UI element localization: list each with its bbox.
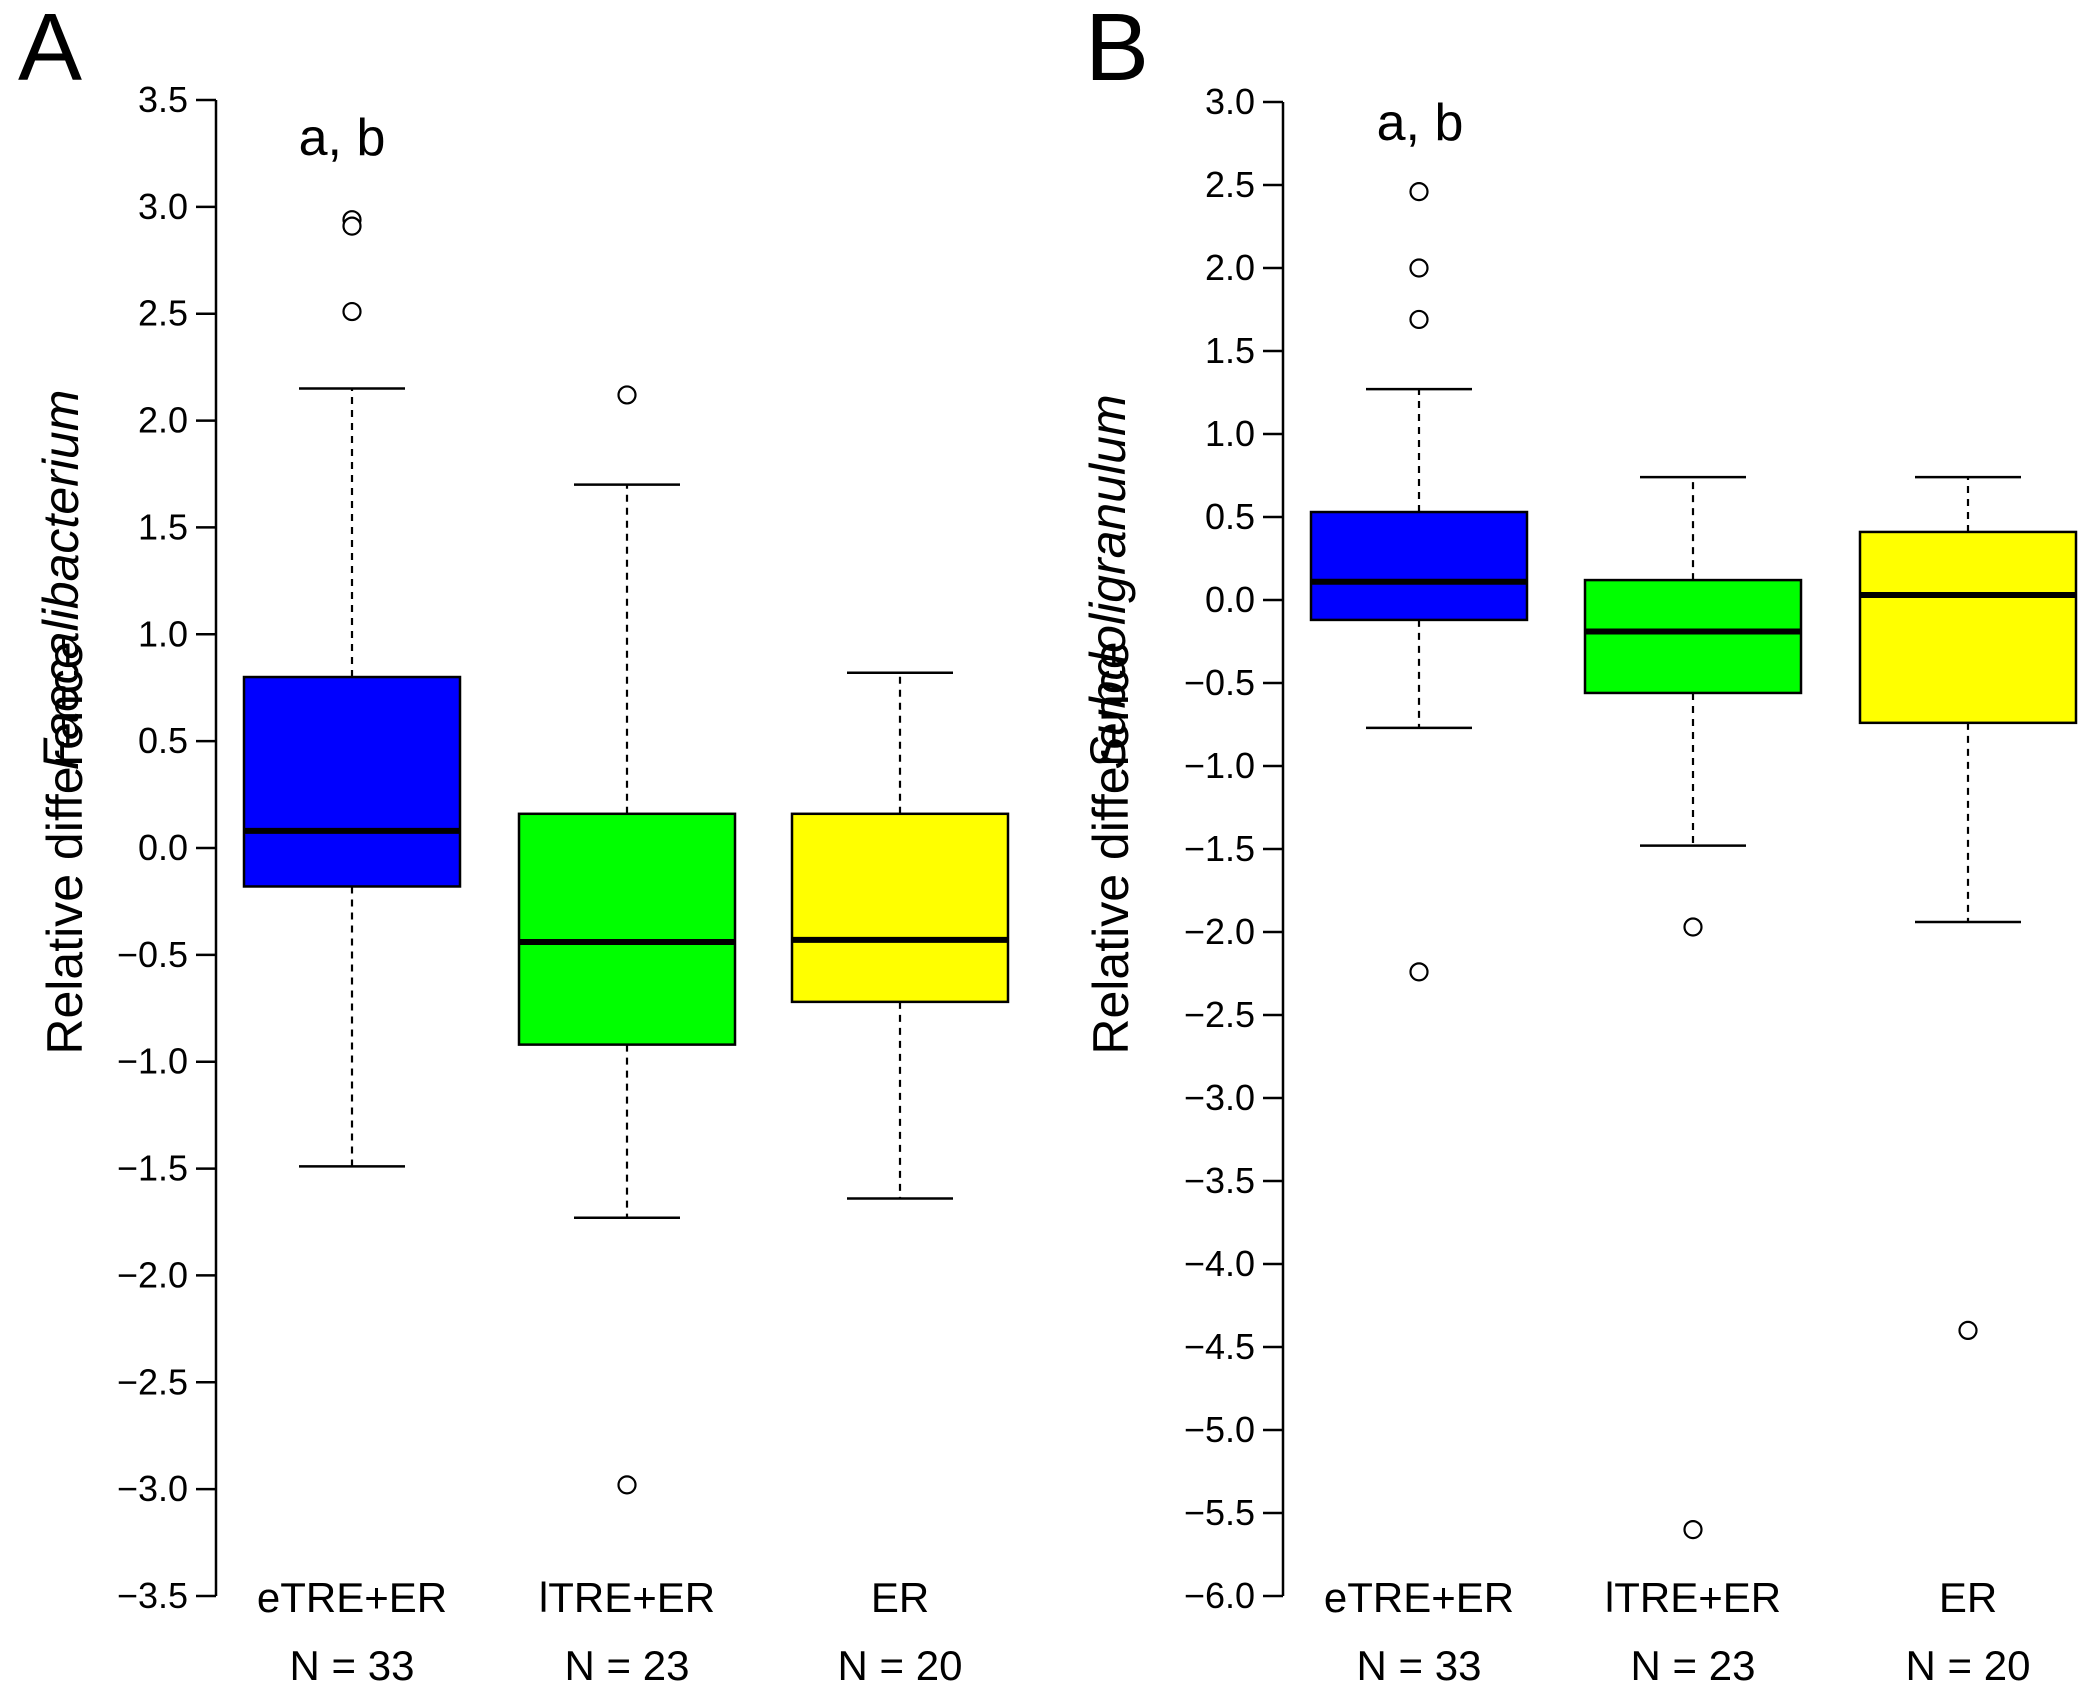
box-etre-er: eTRE+ER N = 33 xyxy=(242,210,462,1689)
y-tick-label: 1.5 xyxy=(138,506,188,547)
panel-label: B xyxy=(1085,0,1149,101)
y-tick-label: 2.5 xyxy=(138,293,188,334)
iqr-box xyxy=(1309,510,1529,622)
y-tick-label: −3.5 xyxy=(117,1575,188,1616)
y-axis: 3.5 3.0 2.5 2.0 1.5 1.0 0.5 0.0 −0.5 −1.0 −1.5 −2.0… xyxy=(117,79,218,1616)
iqr-box xyxy=(1583,578,1803,695)
panel-b: 3.0 2.5 2.0 1.5 1.0 0.5 0.0 −0.5 −1.0 −1.5 −2.0 −2.… xyxy=(1080,0,2078,1689)
panel-a: 3.5 3.0 2.5 2.0 1.5 1.0 0.5 0.0 −0.5 −1.0 −1.5 −2.0… xyxy=(18,0,1010,1689)
y-tick-label: 0.0 xyxy=(1205,579,1255,620)
category-label: eTRE+ER xyxy=(257,1574,447,1621)
iqr-box xyxy=(242,675,462,888)
y-tick-label: −3.0 xyxy=(117,1468,188,1509)
y-tick-label: 0.5 xyxy=(138,720,188,761)
y-axis-title: Relative difference xyxy=(37,641,93,1054)
box-ltre-er: lTRE+ER N = 23 xyxy=(1583,475,1803,1689)
y-tick-label: −5.5 xyxy=(1184,1492,1255,1533)
group-n-label: N = 33 xyxy=(290,1642,415,1689)
y-tick-label: 1.0 xyxy=(138,613,188,654)
y-tick-label: 1.5 xyxy=(1205,330,1255,371)
group-n-label: N = 23 xyxy=(565,1642,690,1689)
iqr-box xyxy=(1858,530,2078,725)
iqr-box xyxy=(517,812,737,1046)
outlier-point xyxy=(1683,917,1703,937)
box-ltre-er: lTRE+ER N = 23 xyxy=(517,385,737,1689)
outlier-point xyxy=(1409,258,1429,278)
y-axis-genus-title: Subdoligranulum xyxy=(1080,394,1136,769)
y-tick-label: 1.0 xyxy=(1205,413,1255,454)
box-er: ER N = 20 xyxy=(790,671,1010,1689)
outlier-point xyxy=(1409,182,1429,202)
y-tick-label: 0.0 xyxy=(138,827,188,868)
outlier-point xyxy=(1958,1320,1978,1341)
y-tick-label: −4.0 xyxy=(1184,1243,1255,1284)
y-axis-title: Relative difference xyxy=(1083,641,1139,1054)
panel-label: A xyxy=(18,0,82,101)
box-er: ER N = 20 xyxy=(1858,475,2078,1689)
iqr-box xyxy=(790,812,1010,1004)
category-label: eTRE+ER xyxy=(1324,1574,1514,1621)
y-tick-label: −0.5 xyxy=(1184,662,1255,703)
category-label: lTRE+ER xyxy=(539,1574,715,1621)
y-tick-label: −1.0 xyxy=(117,1041,188,1082)
y-tick-label: −2.0 xyxy=(117,1254,188,1295)
outlier-point xyxy=(1683,1519,1703,1540)
category-label: ER xyxy=(871,1574,929,1621)
y-tick-label: −4.5 xyxy=(1184,1326,1255,1367)
outlier-point xyxy=(342,216,362,236)
outlier-point xyxy=(342,301,362,322)
outlier-point xyxy=(1409,962,1429,982)
y-tick-label: −1.5 xyxy=(117,1148,188,1189)
y-tick-label: 3.0 xyxy=(1205,81,1255,122)
group-n-label: N = 20 xyxy=(1906,1642,2031,1689)
y-tick-label: −5.0 xyxy=(1184,1409,1255,1450)
y-tick-label: 3.0 xyxy=(138,186,188,227)
y-tick-label: −1.5 xyxy=(1184,828,1255,869)
y-tick-label: −2.5 xyxy=(1184,994,1255,1035)
y-tick-label: −3.0 xyxy=(1184,1077,1255,1118)
outlier-point xyxy=(1409,309,1429,330)
y-tick-label: 2.0 xyxy=(138,400,188,441)
y-tick-label: 2.0 xyxy=(1205,247,1255,288)
y-tick-label: 0.5 xyxy=(1205,496,1255,537)
group-n-label: N = 33 xyxy=(1357,1642,1482,1689)
category-label: lTRE+ER xyxy=(1605,1574,1781,1621)
outlier-point xyxy=(617,385,637,405)
category-label: ER xyxy=(1939,1574,1997,1621)
y-axis: 3.0 2.5 2.0 1.5 1.0 0.5 0.0 −0.5 −1.0 −1.5 −2.0 −2.… xyxy=(1184,81,1285,1616)
outlier-point xyxy=(617,1475,637,1495)
y-tick-label: −3.5 xyxy=(1184,1160,1255,1201)
box-etre-er: eTRE+ER N = 33 xyxy=(1309,182,1529,1689)
y-tick-label: 3.5 xyxy=(138,79,188,120)
y-tick-label: −2.5 xyxy=(117,1361,188,1402)
significance-annotation: a, b xyxy=(1377,94,1464,152)
group-n-label: N = 20 xyxy=(838,1642,963,1689)
y-tick-label: −0.5 xyxy=(117,934,188,975)
significance-annotation: a, b xyxy=(299,109,386,167)
y-tick-label: −2.0 xyxy=(1184,911,1255,952)
y-axis-genus-title: Faecalibacterium xyxy=(33,390,89,771)
group-n-label: N = 23 xyxy=(1631,1642,1756,1689)
y-tick-label: −1.0 xyxy=(1184,745,1255,786)
y-tick-label: 2.5 xyxy=(1205,164,1255,205)
y-tick-label: −6.0 xyxy=(1184,1575,1255,1616)
